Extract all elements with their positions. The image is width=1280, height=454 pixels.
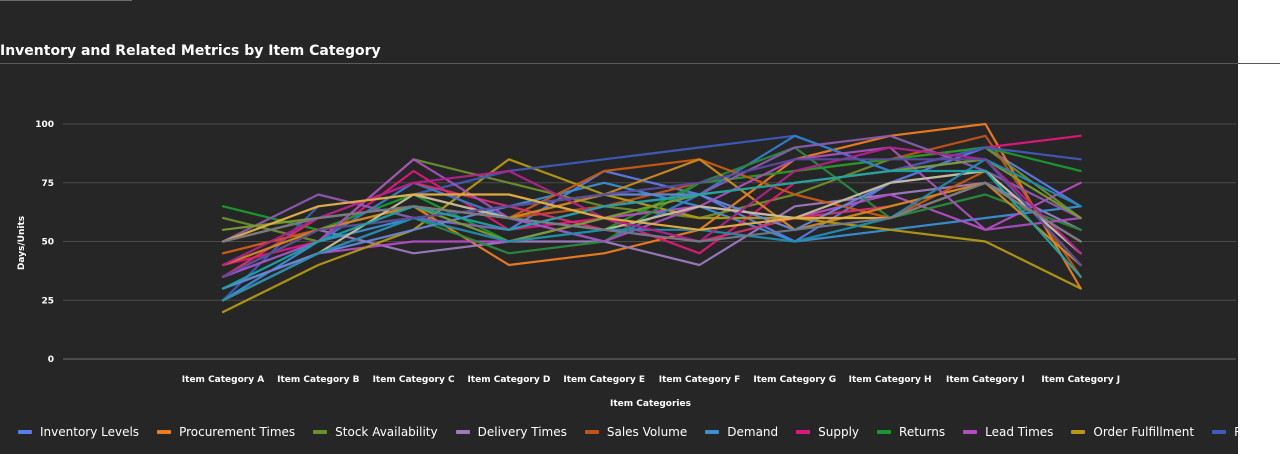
series-line-27 [221, 181, 1082, 243]
legend-item[interactable]: Delivery Times [455, 425, 567, 439]
legend-swatch [157, 430, 172, 434]
legend-swatch [796, 430, 811, 434]
chart-legend: Inventory Levels Procurement Times Stock A… [18, 423, 1238, 441]
legend-swatch [877, 430, 892, 434]
x-tick-label: Item Category C [373, 375, 455, 385]
x-tick-label: Item Category G [753, 375, 836, 385]
legend-item[interactable]: Returns [877, 425, 945, 439]
legend-swatch [1071, 430, 1086, 434]
y-tick-label: 100 [35, 120, 54, 130]
x-tick-label: Item Category A [182, 375, 264, 385]
chart-title: Inventory and Related Metrics by Item Ca… [0, 43, 381, 59]
legend-swatch [1212, 430, 1227, 434]
legend-label: Order Fulfillment [1093, 425, 1195, 439]
legend-item[interactable]: Order Fulfillment [1071, 425, 1194, 439]
legend-item[interactable]: Sales Volume [584, 425, 688, 439]
x-tick-label: Item Category I [946, 375, 1025, 385]
legend-swatch [584, 430, 599, 434]
legend-item[interactable]: Supply [796, 425, 859, 439]
x-tick-label: Item Category F [659, 375, 741, 385]
legend-label: Supply [818, 425, 860, 439]
legend-label: Sales Volume [606, 425, 688, 439]
line-chart: 0 25 50 75 100 Item Category A Item Category B… [17, 120, 1236, 409]
legend-item[interactable]: Demand [705, 425, 778, 439]
y-tick-label: 25 [41, 296, 54, 306]
legend-swatch [313, 430, 328, 434]
legend-swatch [18, 430, 32, 434]
y-tick-label: 75 [41, 179, 54, 189]
x-tick-label: Item Category J [1041, 375, 1120, 385]
x-tick-label: Item Category B [277, 375, 359, 385]
legend-label: Lead Times [985, 425, 1054, 439]
legend-item[interactable]: Restock Times [1212, 425, 1238, 439]
legend-swatch [705, 430, 720, 434]
x-tick-label: Item Category H [849, 375, 932, 385]
legend-item[interactable]: Lead Times [963, 425, 1053, 439]
series-line-17 [221, 158, 1082, 267]
legend-item[interactable]: Stock Availability [313, 425, 438, 439]
x-tick-label: Item Category E [563, 375, 645, 385]
legend-item[interactable]: Inventory Levels [18, 425, 139, 439]
legend-label: Demand [727, 425, 779, 439]
y-tick-label: 50 [41, 238, 54, 248]
legend-label: Inventory Levels [40, 425, 140, 439]
x-tick-label: Item Category D [467, 375, 550, 385]
x-axis-label: Item Categories [610, 399, 691, 409]
title-divider [0, 63, 1280, 64]
legend-label: Delivery Times [477, 425, 567, 439]
legend-label: Procurement Times [179, 425, 296, 439]
legend-label: Restock Times [1234, 425, 1238, 439]
y-axis-label: Days/Units [17, 216, 27, 270]
legend-label: Returns [899, 425, 946, 439]
y-tick-label: 0 [48, 355, 54, 365]
top-tab-indicator [0, 0, 132, 1]
legend-swatch [455, 430, 470, 434]
legend-label: Stock Availability [335, 425, 438, 439]
legend-swatch [963, 430, 978, 434]
legend-item[interactable]: Procurement Times [157, 425, 295, 439]
series-line-25 [221, 169, 1082, 290]
